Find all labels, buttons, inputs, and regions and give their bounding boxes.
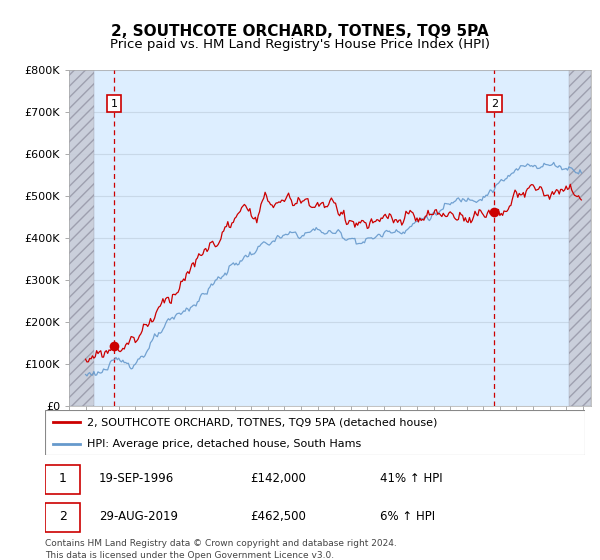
Text: 29-AUG-2019: 29-AUG-2019 — [99, 510, 178, 523]
Text: 2, SOUTHCOTE ORCHARD, TOTNES, TQ9 5PA (detached house): 2, SOUTHCOTE ORCHARD, TOTNES, TQ9 5PA (d… — [87, 417, 437, 427]
FancyBboxPatch shape — [45, 503, 80, 532]
Text: £462,500: £462,500 — [250, 510, 306, 523]
Text: HPI: Average price, detached house, South Hams: HPI: Average price, detached house, Sout… — [87, 438, 361, 449]
Text: £142,000: £142,000 — [250, 472, 306, 486]
Text: 2: 2 — [59, 510, 67, 523]
Bar — [569, 70, 591, 406]
Text: 2, SOUTHCOTE ORCHARD, TOTNES, TQ9 5PA: 2, SOUTHCOTE ORCHARD, TOTNES, TQ9 5PA — [111, 24, 489, 39]
Bar — [69, 70, 94, 406]
FancyBboxPatch shape — [45, 410, 585, 455]
Text: 41% ↑ HPI: 41% ↑ HPI — [380, 472, 442, 486]
Text: 2: 2 — [491, 99, 498, 109]
FancyBboxPatch shape — [45, 465, 80, 494]
Text: 6% ↑ HPI: 6% ↑ HPI — [380, 510, 435, 523]
Text: 1: 1 — [110, 99, 118, 109]
Text: Contains HM Land Registry data © Crown copyright and database right 2024.
This d: Contains HM Land Registry data © Crown c… — [45, 539, 397, 560]
Text: 1: 1 — [59, 472, 67, 486]
Text: 19-SEP-1996: 19-SEP-1996 — [99, 472, 174, 486]
Text: Price paid vs. HM Land Registry's House Price Index (HPI): Price paid vs. HM Land Registry's House … — [110, 38, 490, 51]
